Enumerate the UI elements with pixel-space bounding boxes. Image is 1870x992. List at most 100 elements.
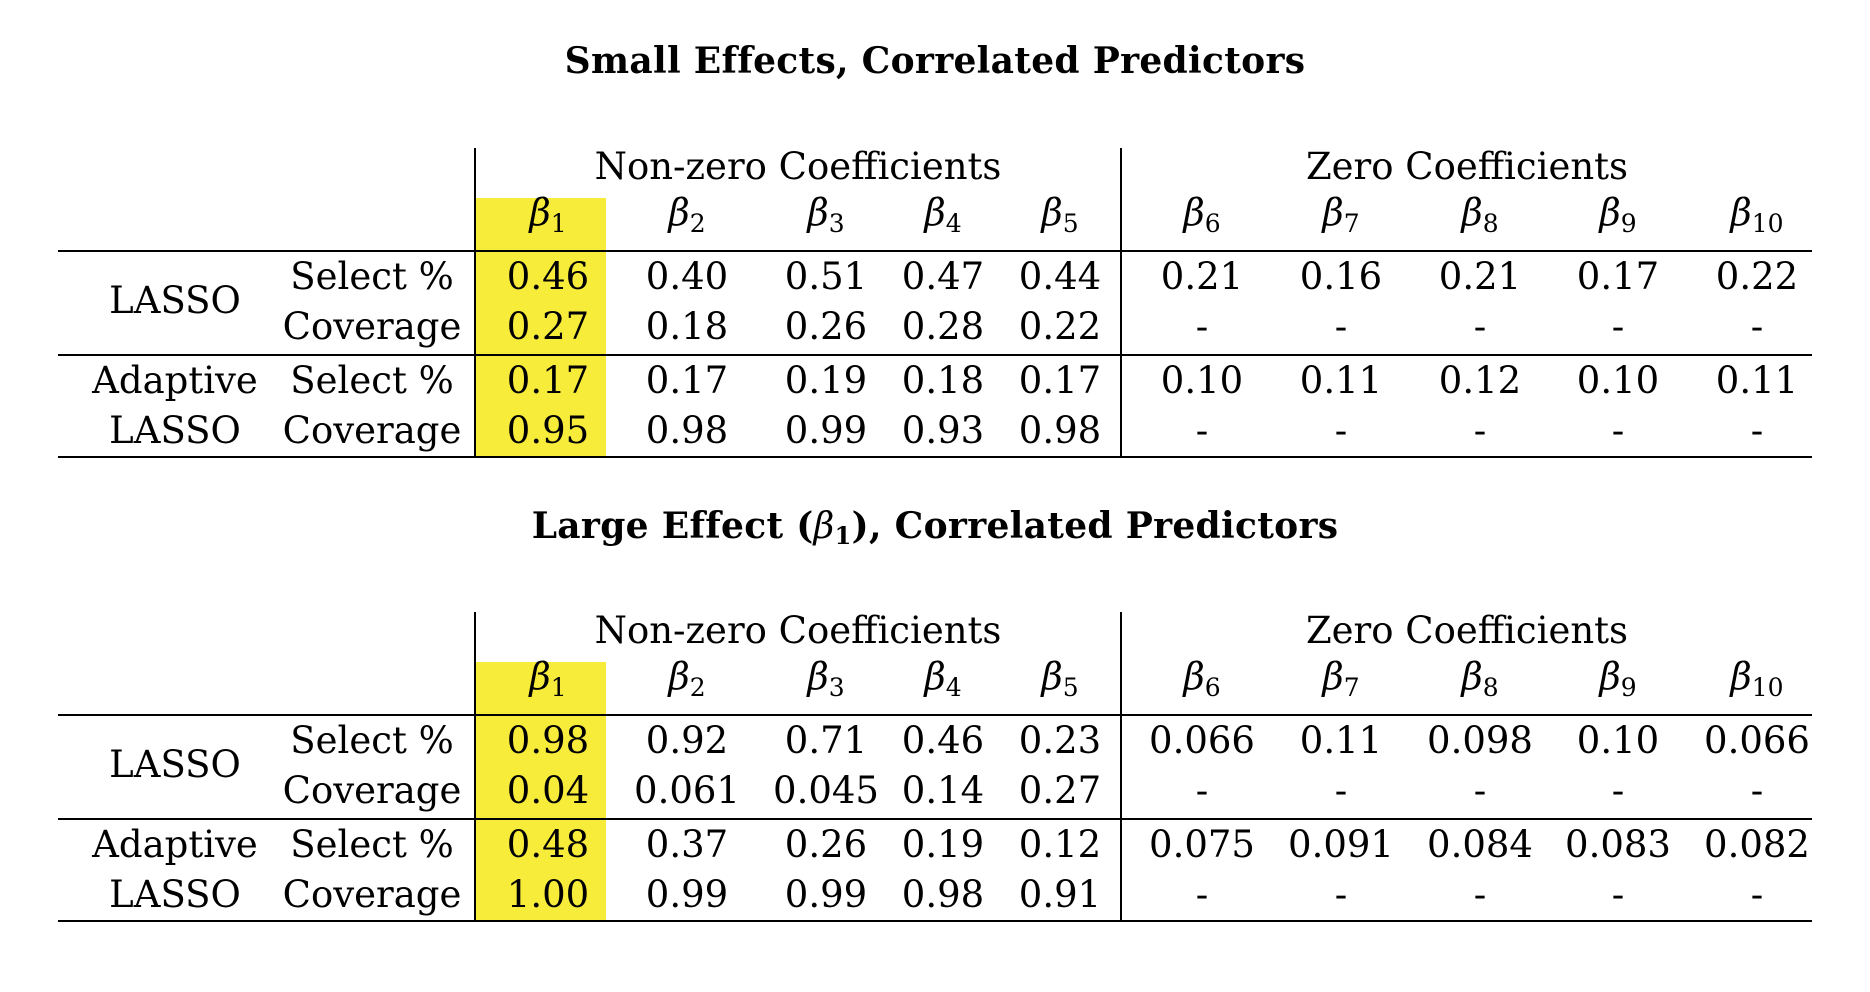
panel-2-cell: - <box>1750 769 1764 812</box>
panel-2-cell: 0.04 <box>506 769 590 812</box>
panel-2-cell: 0.12 <box>1018 823 1102 866</box>
panel-2-beta-sub: 3 <box>828 673 845 702</box>
panel-1-cell: 0.19 <box>784 359 868 402</box>
panel-2-beta-header-1: β1 <box>488 658 608 700</box>
panel-2-cell: 0.71 <box>784 719 868 762</box>
panel-1-cell: 0.51 <box>784 255 868 298</box>
panel-1-rule-top <box>58 250 1812 252</box>
panel-2-title-math: β <box>813 506 835 547</box>
panel-2-group-header-zero: Zero Coefficients <box>1305 609 1629 652</box>
panel-1-cell: 0.16 <box>1299 255 1383 298</box>
panel-1-beta-header-8: β8 <box>1420 194 1540 236</box>
panel-1-cell: 0.17 <box>1018 359 1102 402</box>
panel-1-cell: - <box>1334 305 1348 348</box>
panel-2-method-label: LASSO <box>109 873 241 916</box>
panel-2-cell: 0.99 <box>645 873 729 916</box>
panel-2-beta-header-5: β5 <box>1000 658 1120 700</box>
panel-2-cell: - <box>1611 873 1625 916</box>
panel-1-beta-sub: 5 <box>1062 209 1079 238</box>
panel-1-beta-sub: 1 <box>550 209 567 238</box>
panel-1-beta-sub: 9 <box>1620 209 1637 238</box>
panel-1-beta-symbol: β <box>1599 191 1621 234</box>
panel-2-cell: 0.11 <box>1299 719 1383 762</box>
panel-2-cell: 0.082 <box>1704 823 1810 866</box>
panel-2-cell: 0.91 <box>1018 873 1102 916</box>
panel-1-cell: 0.28 <box>901 305 985 348</box>
panel-2-cell: 0.92 <box>645 719 729 762</box>
panel-1-beta-symbol: β <box>924 191 946 234</box>
panel-2-beta-header-10: β10 <box>1697 658 1817 700</box>
panel-2-beta-symbol: β <box>529 655 551 698</box>
panel-2-beta-symbol: β <box>1461 655 1483 698</box>
panel-1-cell: 0.93 <box>901 409 985 452</box>
panel-1-cell: 0.21 <box>1438 255 1522 298</box>
panel-1-cell: 0.18 <box>901 359 985 402</box>
panel-1-cell: - <box>1334 409 1348 452</box>
panel-1-cell: 0.47 <box>901 255 985 298</box>
panel-2-method-label: LASSO <box>109 743 241 786</box>
panel-2-beta-sub: 8 <box>1482 673 1499 702</box>
panel-2-beta-header-4: β4 <box>883 658 1003 700</box>
panel-2-beta-symbol: β <box>1322 655 1344 698</box>
panel-2-metric-label: Select % <box>290 719 454 762</box>
panel-2-cell: 0.98 <box>506 719 590 762</box>
panel-2-beta-symbol: β <box>807 655 829 698</box>
panel-2-beta1-highlight <box>476 662 606 920</box>
panel-1-beta-header-6: β6 <box>1142 194 1262 236</box>
panel-2-vrule-left <box>474 612 476 922</box>
panel-1-cell: 0.10 <box>1160 359 1244 402</box>
panel-1-beta-header-9: β9 <box>1558 194 1678 236</box>
panel-1-beta-sub: 2 <box>689 209 706 238</box>
panel-1-vrule-left <box>474 148 476 458</box>
panel-2-cell: 0.14 <box>901 769 985 812</box>
panel-1-beta-symbol: β <box>1322 191 1344 234</box>
panel-2-vrule-mid <box>1120 612 1122 922</box>
panel-2-cell: 0.066 <box>1704 719 1810 762</box>
panel-2-rule-top <box>58 714 1812 716</box>
panel-1-cell: 0.99 <box>784 409 868 452</box>
panel-2-beta-sub: 9 <box>1620 673 1637 702</box>
panel-2-cell: 0.48 <box>506 823 590 866</box>
panel-2-title-math-sub: 1 <box>834 521 852 550</box>
panel-1-beta-symbol: β <box>529 191 551 234</box>
panel-2-beta-header-9: β9 <box>1558 658 1678 700</box>
panel-1-cell: 0.11 <box>1715 359 1799 402</box>
panel-1-cell: 0.27 <box>506 305 590 348</box>
panel-1-group-header-zero: Zero Coefficients <box>1305 145 1629 188</box>
panel-1-cell: - <box>1750 305 1764 348</box>
panel-2-cell: - <box>1473 873 1487 916</box>
panel-2-cell: - <box>1750 873 1764 916</box>
panel-2-beta-header-2: β2 <box>627 658 747 700</box>
panel-2-cell: 0.075 <box>1149 823 1255 866</box>
panel-1-beta-sub: 6 <box>1204 209 1221 238</box>
panel-1-beta-symbol: β <box>668 191 690 234</box>
panel-2-cell: 0.98 <box>901 873 985 916</box>
panel-1-cell: - <box>1611 305 1625 348</box>
panel-1-metric-label: Coverage <box>282 305 462 348</box>
panel-2-title-prefix: Large Effect ( <box>531 505 814 547</box>
panel-1-rule-bottom <box>58 456 1812 458</box>
panel-1-cell: - <box>1473 305 1487 348</box>
panel-2-metric-label: Select % <box>290 823 454 866</box>
panel-2-cell: 0.098 <box>1427 719 1533 762</box>
panel-2-beta-sub: 4 <box>945 673 962 702</box>
panel-2-cell: 1.00 <box>506 873 590 916</box>
panel-2-cell: - <box>1473 769 1487 812</box>
panel-1-cell: 0.12 <box>1438 359 1522 402</box>
panel-2-cell: 0.045 <box>773 769 879 812</box>
panel-2-cell: - <box>1195 873 1209 916</box>
panel-1-beta-header-5: β5 <box>1000 194 1120 236</box>
panel-1-beta-header-10: β10 <box>1697 194 1817 236</box>
panel-1-cell: 0.98 <box>1018 409 1102 452</box>
panel-1-metric-label: Select % <box>290 255 454 298</box>
panel-2-cell: - <box>1611 769 1625 812</box>
panel-1-method-label: LASSO <box>109 409 241 452</box>
panel-1-metric-label: Select % <box>290 359 454 402</box>
panel-1-beta-header-1: β1 <box>488 194 608 236</box>
panel-2-cell: 0.19 <box>901 823 985 866</box>
panel-2-cell: 0.37 <box>645 823 729 866</box>
panel-1-beta-header-3: β3 <box>766 194 886 236</box>
panel-2-beta-header-7: β7 <box>1281 658 1401 700</box>
panel-1-beta-symbol: β <box>1730 191 1752 234</box>
panel-1-beta-symbol: β <box>807 191 829 234</box>
